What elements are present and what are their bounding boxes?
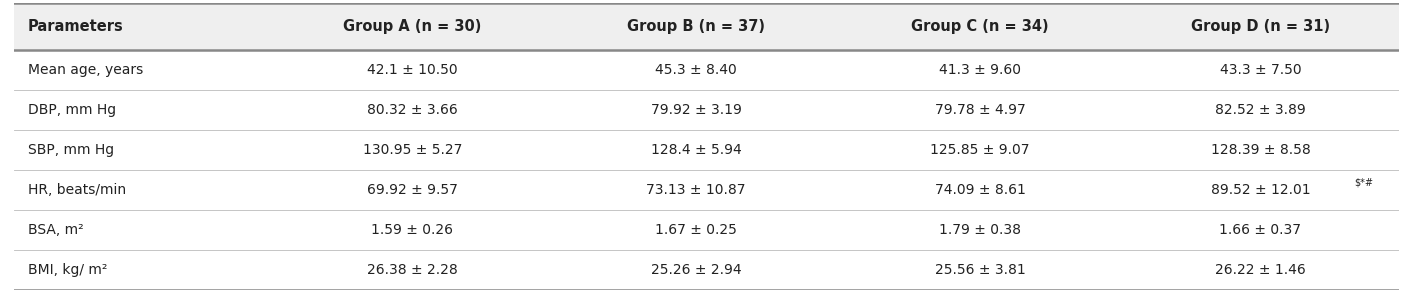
Text: 130.95 ± 5.27: 130.95 ± 5.27 xyxy=(363,143,462,157)
Text: HR, beats/min: HR, beats/min xyxy=(28,183,126,197)
Text: 42.1 ± 10.50: 42.1 ± 10.50 xyxy=(367,63,458,77)
Text: BSA, m²: BSA, m² xyxy=(28,223,83,237)
Text: 128.4 ± 5.94: 128.4 ± 5.94 xyxy=(651,143,742,157)
Text: 74.09 ± 8.61: 74.09 ± 8.61 xyxy=(934,183,1026,197)
Text: 41.3 ± 9.60: 41.3 ± 9.60 xyxy=(940,63,1022,77)
Text: BMI, kg/ m²: BMI, kg/ m² xyxy=(28,263,107,277)
Text: 25.56 ± 3.81: 25.56 ± 3.81 xyxy=(934,263,1026,277)
Text: 26.38 ± 2.28: 26.38 ± 2.28 xyxy=(367,263,458,277)
Text: 80.32 ± 3.66: 80.32 ± 3.66 xyxy=(367,103,458,117)
Text: 1.67 ± 0.25: 1.67 ± 0.25 xyxy=(656,223,738,237)
Text: 128.39 ± 8.58: 128.39 ± 8.58 xyxy=(1211,143,1310,157)
Text: 1.79 ± 0.38: 1.79 ± 0.38 xyxy=(940,223,1022,237)
Text: Group C (n = 34): Group C (n = 34) xyxy=(911,19,1048,34)
Text: 45.3 ± 8.40: 45.3 ± 8.40 xyxy=(656,63,738,77)
Text: Group A (n = 30): Group A (n = 30) xyxy=(343,19,482,34)
Bar xyxy=(14,3,1399,50)
Text: 82.52 ± 3.89: 82.52 ± 3.89 xyxy=(1215,103,1306,117)
Text: 1.59 ± 0.26: 1.59 ± 0.26 xyxy=(372,223,454,237)
Text: 125.85 ± 9.07: 125.85 ± 9.07 xyxy=(930,143,1030,157)
Text: 43.3 ± 7.50: 43.3 ± 7.50 xyxy=(1219,63,1301,77)
Text: 79.78 ± 4.97: 79.78 ± 4.97 xyxy=(934,103,1026,117)
Text: 69.92 ± 9.57: 69.92 ± 9.57 xyxy=(367,183,458,197)
Text: Mean age, years: Mean age, years xyxy=(28,63,143,77)
Text: 1.66 ± 0.37: 1.66 ± 0.37 xyxy=(1219,223,1301,237)
Text: DBP, mm Hg: DBP, mm Hg xyxy=(28,103,116,117)
Text: 89.52 ± 12.01: 89.52 ± 12.01 xyxy=(1211,183,1310,197)
Text: 79.92 ± 3.19: 79.92 ± 3.19 xyxy=(650,103,742,117)
Text: 26.22 ± 1.46: 26.22 ± 1.46 xyxy=(1215,263,1306,277)
Text: 25.26 ± 2.94: 25.26 ± 2.94 xyxy=(651,263,742,277)
Text: Parameters: Parameters xyxy=(28,19,124,34)
Text: Group D (n = 31): Group D (n = 31) xyxy=(1191,19,1330,34)
Text: $*#: $*# xyxy=(1355,177,1373,187)
Text: Group B (n = 37): Group B (n = 37) xyxy=(627,19,764,34)
Text: 73.13 ± 10.87: 73.13 ± 10.87 xyxy=(646,183,746,197)
Text: SBP, mm Hg: SBP, mm Hg xyxy=(28,143,114,157)
